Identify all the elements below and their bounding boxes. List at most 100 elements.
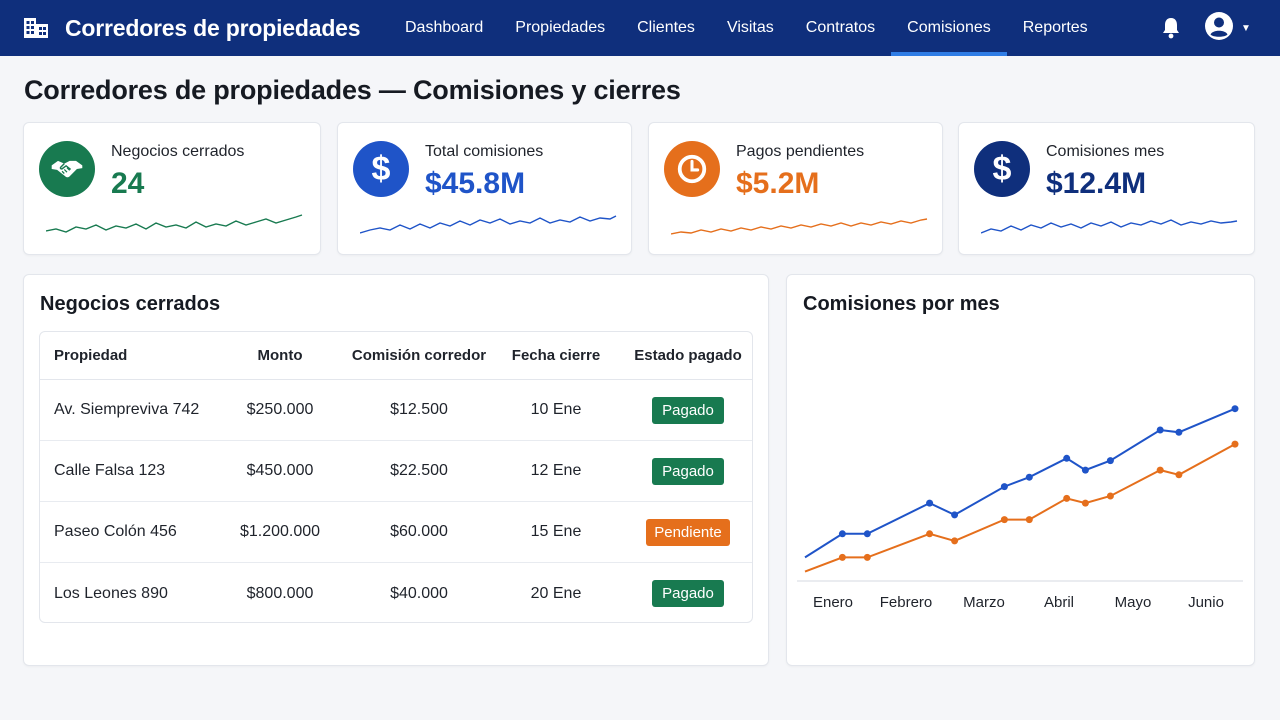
table-row[interactable]: Los Leones 890 $800.000 $40.000 20 Ene P… (40, 563, 752, 622)
chart-panel: Comisiones por mes Enero Febrero Marzo Abri… (786, 274, 1255, 666)
status-badge: Pagado (652, 457, 724, 485)
cell-estado: Pagado (624, 580, 752, 607)
cell-fecha: 15 Ene (530, 523, 582, 540)
cell-estado: Pagado (624, 457, 752, 485)
cell-propiedad: Calle Falsa 123 (54, 462, 166, 479)
data-point[interactable] (1000, 483, 1008, 491)
nav-item-dashboard[interactable]: Dashboard (405, 19, 484, 36)
x-tick-label: Junio (1188, 594, 1224, 611)
cell-monto: $250.000 (246, 401, 314, 418)
kpi-label: Pagos pendientes (736, 143, 865, 160)
table-header: Propiedad Monto Comisión corredor Fecha … (40, 332, 752, 380)
app-name: Corredores de propiedades (65, 14, 361, 41)
kpi-card-comisiones-mes: $ Comisiones mes $12.4M (958, 122, 1255, 255)
cell-propiedad: Av. Siempreviva 742 (54, 401, 200, 418)
cell-fecha: 12 Ene (530, 462, 582, 479)
kpi-card-negocios-cerrados: Negocios cerrados 24 (23, 122, 321, 255)
kpi-value: $12.4M (1046, 167, 1147, 200)
x-tick-label: Febrero (880, 594, 933, 611)
cell-comision: $22.500 (390, 462, 448, 479)
data-point[interactable] (951, 537, 959, 545)
nav-item-reportes[interactable]: Reportes (1022, 19, 1088, 36)
data-point[interactable] (1081, 466, 1089, 474)
data-point[interactable] (863, 553, 871, 561)
data-point[interactable] (926, 499, 934, 507)
column-header-comision[interactable]: Comisión corredor (351, 347, 487, 364)
column-header-estado[interactable]: Estado pagado (634, 347, 742, 364)
data-point[interactable] (1063, 494, 1071, 502)
deals-panel: Negocios cerrados Propiedad Monto Comisi… (23, 274, 769, 666)
kpi-label: Total comisiones (425, 143, 544, 160)
chevron-down-icon: ▼ (1241, 22, 1251, 34)
x-tick-label: Enero (813, 594, 853, 611)
data-point[interactable] (926, 530, 934, 538)
sparkline (360, 215, 617, 234)
kpi-value: $5.2M (736, 167, 820, 200)
sparkline (981, 219, 1238, 234)
cell-monto: $1.200.000 (239, 523, 321, 540)
table-row[interactable]: Av. Siempreviva 742 $250.000 $12.500 10 … (40, 380, 752, 441)
data-point[interactable] (1175, 428, 1183, 436)
nav-item-clientes[interactable]: Clientes (637, 19, 695, 36)
data-point[interactable] (863, 530, 871, 538)
nav-item-visitas[interactable]: Visitas (726, 19, 774, 36)
x-tick-label: Mayo (1115, 594, 1152, 611)
building-icon (22, 12, 50, 45)
nav-item-contratos[interactable]: Contratos (805, 19, 876, 36)
cell-comision: $12.500 (390, 401, 448, 418)
series-line-2 (804, 443, 1236, 573)
kpi-card-total-comisiones: $ Total comisiones $45.8M (337, 122, 632, 255)
x-tick-label: Marzo (963, 594, 1005, 611)
commissions-line-chart: Enero Febrero Marzo Abril Mayo Junio (797, 405, 1243, 611)
sparkline (46, 214, 303, 233)
cell-estado: Pagado (624, 396, 752, 424)
user-menu[interactable]: ▼ (1204, 11, 1251, 46)
column-header-fecha[interactable]: Fecha cierre (511, 347, 601, 364)
cell-fecha: 20 Ene (530, 584, 582, 602)
data-point[interactable] (838, 530, 846, 538)
data-point[interactable] (1156, 426, 1164, 434)
data-point[interactable] (1106, 457, 1114, 465)
data-point[interactable] (838, 553, 846, 561)
cell-fecha: 10 Ene (530, 401, 582, 418)
data-point[interactable] (1106, 492, 1114, 500)
main-nav: Dashboard Propiedades Clientes Visitas C… (389, 0, 1104, 56)
kpi-value: 24 (111, 167, 145, 200)
deals-table: Propiedad Monto Comisión corredor Fecha … (39, 331, 753, 623)
column-header-propiedad[interactable]: Propiedad (54, 347, 128, 364)
cell-monto: $450.000 (246, 462, 314, 479)
kpi-value: $45.8M (425, 167, 526, 200)
avatar-icon (1204, 11, 1234, 46)
page-title: Corredores de propiedades — Comisiones y… (24, 75, 681, 105)
data-point[interactable] (1175, 471, 1183, 479)
data-point[interactable] (1063, 454, 1071, 462)
data-point[interactable] (1025, 473, 1033, 481)
data-point[interactable] (1025, 516, 1033, 524)
x-tick-label: Abril (1044, 594, 1074, 611)
nav-item-propiedades[interactable]: Propiedades (515, 19, 606, 36)
nav-item-comisiones[interactable]: Comisiones (891, 0, 1007, 56)
bell-icon[interactable] (1160, 16, 1182, 40)
data-point[interactable] (951, 511, 959, 519)
data-point[interactable] (1156, 466, 1164, 474)
table-row[interactable]: Calle Falsa 123 $450.000 $22.500 12 Ene … (40, 441, 752, 502)
column-header-monto[interactable]: Monto (257, 347, 303, 364)
dollar-icon: $ (974, 141, 1030, 197)
data-point[interactable] (1081, 499, 1089, 507)
top-navigation-bar: Corredores de propiedades Dashboard Prop… (0, 0, 1280, 56)
kpi-card-pagos-pendientes: Pagos pendientes $5.2M (648, 122, 943, 255)
data-point[interactable] (1231, 440, 1239, 448)
data-point[interactable] (1231, 405, 1239, 413)
cell-monto: $800.000 (246, 584, 314, 602)
sparkline (671, 218, 928, 235)
cell-propiedad: Los Leones 890 (54, 584, 168, 602)
deals-panel-title: Negocios cerrados (40, 293, 221, 315)
kpi-label: Negocios cerrados (111, 143, 245, 160)
data-point[interactable] (1000, 516, 1008, 524)
table-row[interactable]: Paseo Colón 456 $1.200.000 $60.000 15 En… (40, 502, 752, 563)
cell-estado: Pendiente (624, 518, 752, 546)
brand[interactable]: Corredores de propiedades (22, 0, 361, 56)
cell-propiedad: Paseo Colón 456 (54, 523, 177, 540)
kpi-label: Comisiones mes (1046, 143, 1165, 160)
clock-icon (664, 141, 720, 197)
